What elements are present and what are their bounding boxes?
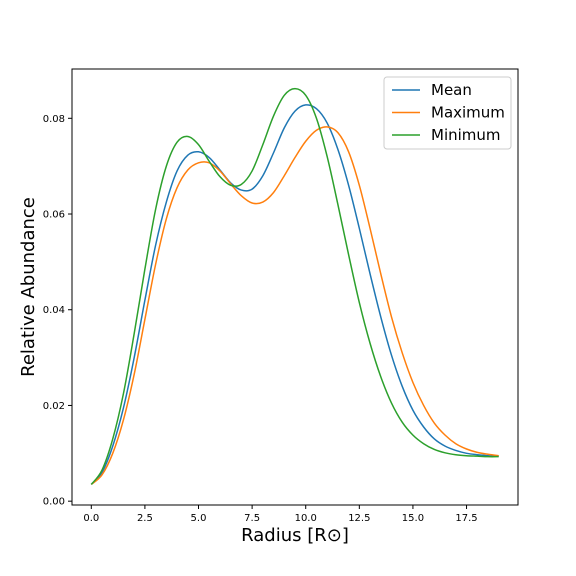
legend-label: Mean bbox=[431, 81, 472, 99]
x-tick-label: 10.0 bbox=[295, 513, 317, 524]
x-axis-ticks: 0.0 2.5 5.0 7.5 10.0 12.5 15.0 17.5 bbox=[83, 505, 478, 524]
x-tick-label: 17.5 bbox=[455, 513, 477, 524]
x-tick-label: 15.0 bbox=[402, 513, 424, 524]
y-axis-ticks: 0.00 0.02 0.04 0.06 0.08 bbox=[43, 114, 72, 508]
x-axis-label: Radius [R⊙] bbox=[241, 525, 349, 546]
series-lines bbox=[90, 87, 499, 486]
y-tick-label: 0.02 bbox=[43, 401, 65, 412]
legend: Mean Maximum Minimum bbox=[383, 76, 512, 150]
series-line-mean bbox=[90, 104, 499, 485]
x-tick-label: 5.0 bbox=[191, 513, 207, 524]
x-tick-label: 0.0 bbox=[83, 513, 99, 524]
series-line-minimum bbox=[90, 87, 499, 485]
legend-box bbox=[383, 76, 512, 150]
plot-frame bbox=[71, 68, 519, 506]
y-tick-label: 0.00 bbox=[43, 497, 65, 508]
series-line-maximum bbox=[90, 126, 499, 486]
y-tick-label: 0.04 bbox=[43, 305, 65, 316]
x-tick-label: 7.5 bbox=[244, 513, 260, 524]
y-tick-label: 0.08 bbox=[43, 114, 65, 125]
x-tick-label: 12.5 bbox=[348, 513, 370, 524]
legend-label: Maximum bbox=[431, 104, 505, 122]
y-tick-label: 0.06 bbox=[43, 210, 65, 221]
x-tick-label: 2.5 bbox=[137, 513, 153, 524]
legend-label: Minimum bbox=[431, 126, 501, 144]
y-axis-label: Relative Abundance bbox=[18, 197, 39, 377]
